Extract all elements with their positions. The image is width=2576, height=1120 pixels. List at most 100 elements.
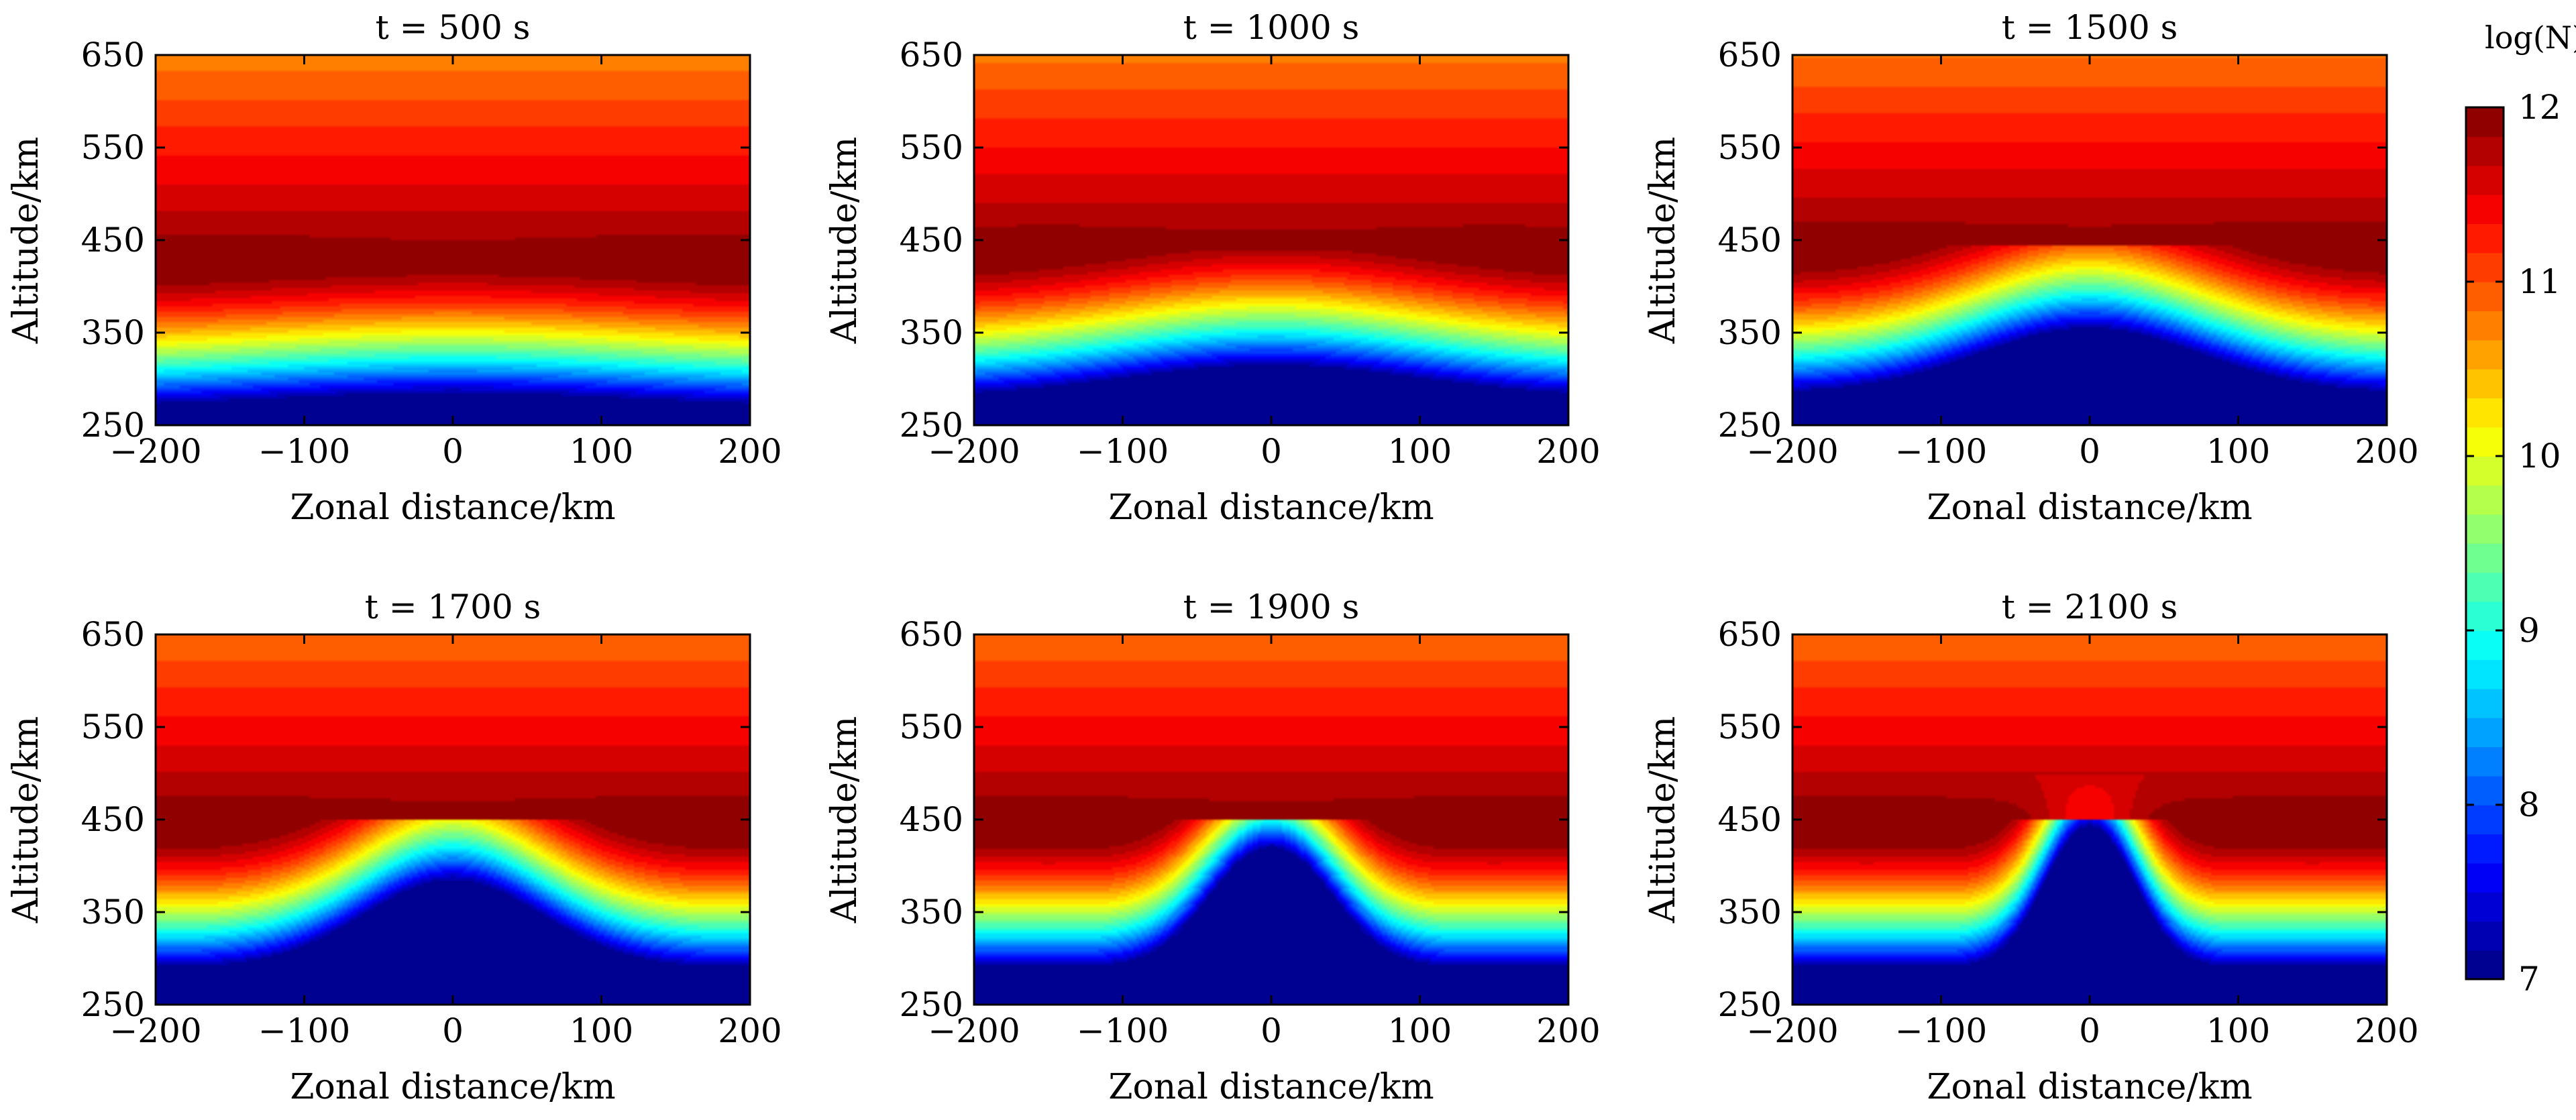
x-axis-label: Zonal distance/km [1108, 1067, 1434, 1107]
x-tick-label: 0 [1260, 432, 1282, 471]
x-tick-label: 100 [1388, 1011, 1452, 1050]
colorbar-level [2466, 107, 2504, 137]
x-axis-label: Zonal distance/km [1927, 1067, 2252, 1107]
y-tick-label: 550 [900, 708, 963, 746]
y-tick-label: 250 [900, 985, 963, 1024]
x-tick-label: 0 [442, 1011, 464, 1050]
colorbar-level [2466, 252, 2504, 282]
x-tick-label: 200 [1536, 1011, 1600, 1050]
colorbar-level [2466, 805, 2504, 835]
panel-title: t = 1000 s [1183, 8, 1360, 47]
y-tick-label: 550 [1718, 708, 1782, 746]
x-tick-label: 200 [718, 432, 782, 471]
x-tick-label: 200 [718, 1011, 782, 1050]
colorbar-level [2466, 194, 2504, 225]
colorbar: log(N) 7 8 9 10 11 12 [2465, 19, 2576, 999]
x-tick-label: −200 [1746, 432, 1838, 471]
colorbar-level [2466, 834, 2504, 864]
panel-4: t = 1700 s −200 −100 0 100 200 250 350 450 550 650… [6, 587, 782, 1107]
y-tick-label: 450 [900, 221, 963, 260]
y-tick-label: 650 [81, 36, 145, 74]
y-tick-label: 650 [81, 615, 145, 654]
panel-title: t = 1700 s [365, 587, 541, 626]
colorbar-tick-label: 7 [2518, 960, 2540, 999]
colorbar-level [2466, 136, 2504, 166]
colorbar-level [2466, 572, 2504, 602]
y-tick-label: 650 [1718, 615, 1782, 654]
y-axis-label: Altitude/km [824, 137, 865, 345]
panels: t = 500 s −200 −100 0 100 200 250 350 450 550 650 Z… [6, 8, 2419, 1107]
x-tick-label: −100 [1077, 432, 1169, 471]
y-axis-label: Altitude/km [824, 716, 865, 924]
colorbar-level [2466, 950, 2504, 980]
colorbar-level [2466, 775, 2504, 805]
x-tick-label: −200 [928, 1011, 1020, 1050]
colorbar-level [2466, 514, 2504, 544]
x-tick-label: 200 [2355, 1011, 2418, 1050]
heatmap-field [1792, 634, 2387, 1005]
panel-2: t = 1000 s −200 −100 0 100 200 250 350 450 550 650… [824, 8, 1601, 528]
x-axis-label: Zonal distance/km [1108, 488, 1434, 528]
y-tick-label: 250 [900, 406, 963, 445]
y-tick-label: 650 [900, 615, 963, 654]
colorbar-level [2466, 601, 2504, 631]
colorbar-level [2466, 543, 2504, 573]
x-tick-label: −100 [1895, 1011, 1987, 1050]
x-tick-label: 200 [1536, 432, 1600, 471]
y-tick-label: 250 [81, 985, 145, 1024]
y-tick-label: 250 [1718, 985, 1782, 1024]
panel-title: t = 1900 s [1183, 587, 1360, 626]
colorbar-level [2466, 223, 2504, 254]
y-tick-label: 350 [900, 313, 963, 352]
y-tick-label: 450 [81, 221, 145, 260]
colorbar-level [2466, 485, 2504, 515]
colorbar-tick-label: 9 [2518, 611, 2540, 650]
colorbar-level [2466, 630, 2504, 661]
heatmap-field [974, 55, 1568, 425]
x-tick-label: −200 [1746, 1011, 1838, 1050]
colorbar-level [2466, 746, 2504, 777]
y-axis-label: Altitude/km [6, 137, 46, 345]
x-tick-label: 100 [570, 1011, 633, 1050]
colorbar-tick-label: 10 [2518, 437, 2561, 475]
y-tick-label: 350 [81, 893, 145, 932]
y-tick-label: 550 [900, 128, 963, 167]
x-axis-label: Zonal distance/km [1927, 488, 2252, 528]
heatmap-field [974, 634, 1568, 1005]
y-axis-label: Altitude/km [1643, 137, 1683, 345]
panel-5: t = 1900 s −200 −100 0 100 200 250 350 450 550 650… [824, 587, 1601, 1107]
x-tick-label: −100 [1895, 432, 1987, 471]
y-tick-label: 350 [81, 313, 145, 352]
x-tick-label: −100 [258, 432, 350, 471]
colorbar-level [2466, 688, 2504, 718]
x-tick-label: 200 [2355, 432, 2418, 471]
x-tick-label: −100 [258, 1011, 350, 1050]
colorbar-level [2466, 369, 2504, 399]
y-axis-label: Altitude/km [6, 716, 46, 924]
x-tick-label: 0 [1260, 1011, 1282, 1050]
x-axis-label: Zonal distance/km [290, 488, 615, 528]
x-tick-label: 100 [2206, 1011, 2270, 1050]
y-tick-label: 550 [1718, 128, 1782, 167]
colorbar-level [2466, 398, 2504, 428]
panel-title: t = 1500 s [2002, 8, 2178, 47]
panel-title: t = 500 s [376, 8, 531, 47]
y-tick-label: 450 [81, 800, 145, 839]
colorbar-level [2466, 282, 2504, 312]
y-tick-label: 550 [81, 708, 145, 746]
colorbar-level [2466, 427, 2504, 457]
x-tick-label: −200 [109, 432, 201, 471]
colorbar-tick-label: 8 [2518, 785, 2540, 824]
colorbar-level [2466, 165, 2504, 195]
panel-1: t = 500 s −200 −100 0 100 200 250 350 450 550 650 Z… [6, 8, 782, 528]
x-tick-label: 100 [570, 432, 633, 471]
colorbar-level [2466, 718, 2504, 748]
y-tick-label: 650 [900, 36, 963, 74]
y-tick-label: 250 [81, 406, 145, 445]
colorbar-level [2466, 456, 2504, 486]
y-tick-label: 350 [1718, 313, 1782, 352]
colorbar-level [2466, 339, 2504, 370]
colorbar-level [2466, 311, 2504, 341]
panel-title: t = 2100 s [2002, 587, 2178, 626]
